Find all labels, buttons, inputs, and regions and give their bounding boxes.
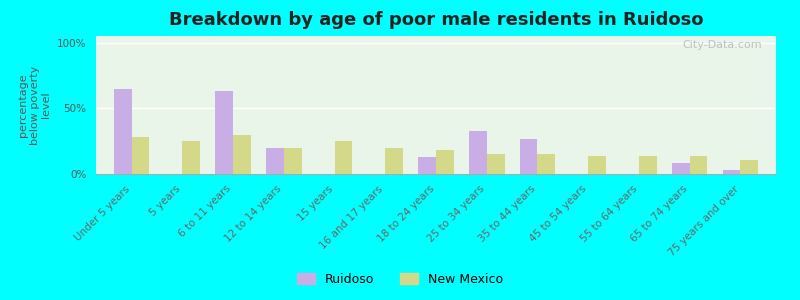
Bar (690, 156, 707, 174)
Text: City-Data.com: City-Data.com (682, 40, 762, 50)
Bar (215, 91, 233, 174)
Bar (284, 148, 302, 174)
Bar (722, 170, 741, 174)
Legend: Ruidoso, New Mexico: Ruidoso, New Mexico (291, 268, 509, 291)
Bar (418, 157, 436, 174)
Y-axis label: percentage
below poverty
level: percentage below poverty level (18, 65, 51, 145)
Bar (266, 148, 284, 174)
Bar (386, 148, 403, 174)
Bar (639, 156, 657, 174)
Bar (538, 154, 555, 174)
Bar (520, 139, 538, 174)
Bar (436, 150, 454, 174)
Bar (233, 135, 250, 174)
Title: Breakdown by age of poor male residents in Ruidoso: Breakdown by age of poor male residents … (169, 11, 703, 29)
Bar (486, 154, 505, 174)
Bar (131, 137, 150, 174)
Bar (114, 88, 131, 174)
Bar (672, 164, 690, 174)
Bar (334, 141, 352, 174)
Bar (588, 156, 606, 174)
Bar (182, 141, 200, 174)
Bar (741, 160, 758, 174)
Bar (469, 130, 486, 174)
